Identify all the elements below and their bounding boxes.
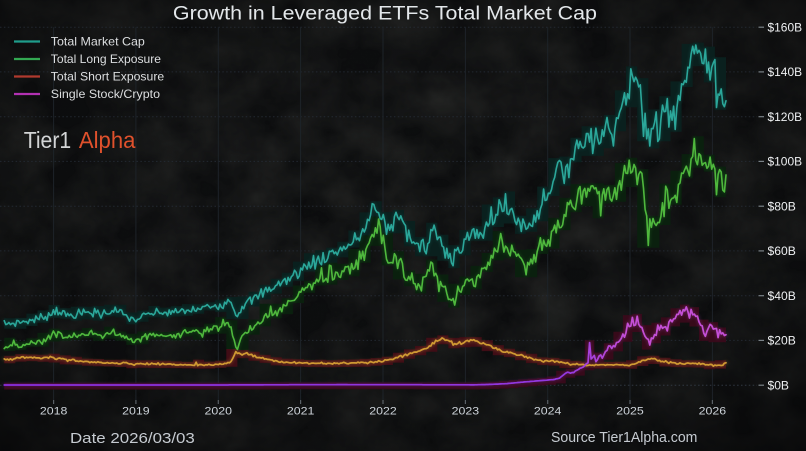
svg-text:$0B: $0B: [768, 380, 790, 392]
svg-text:2022: 2022: [369, 406, 397, 418]
svg-text:$120B: $120B: [768, 112, 803, 124]
svg-text:$100B: $100B: [768, 157, 803, 169]
svg-text:$160B: $160B: [768, 22, 803, 34]
svg-text:Total Long Exposure: Total Long Exposure: [51, 52, 162, 66]
svg-text:Tier1: Tier1: [24, 127, 71, 153]
svg-text:Total Short Exposure: Total Short Exposure: [51, 70, 165, 84]
svg-text:2018: 2018: [40, 406, 68, 418]
svg-text:$140B: $140B: [768, 67, 803, 79]
svg-text:2020: 2020: [205, 406, 233, 418]
svg-text:2023: 2023: [452, 406, 480, 418]
svg-text:Date 2026/03/03: Date 2026/03/03: [70, 431, 195, 447]
svg-text:2026: 2026: [699, 406, 727, 418]
svg-text:Single Stock/Crypto: Single Stock/Crypto: [51, 87, 161, 101]
svg-text:2019: 2019: [122, 406, 150, 418]
svg-text:Source Tier1Alpha.com: Source Tier1Alpha.com: [551, 430, 697, 446]
svg-text:Total Market Cap: Total Market Cap: [51, 35, 145, 49]
svg-text:Growth in Leveraged ETFs Total: Growth in Leveraged ETFs Total Market Ca…: [173, 4, 597, 25]
svg-text:$40B: $40B: [768, 291, 797, 303]
svg-text:2025: 2025: [616, 406, 644, 418]
svg-text:Alpha: Alpha: [79, 127, 136, 153]
svg-text:2024: 2024: [534, 406, 562, 418]
svg-text:$20B: $20B: [768, 336, 797, 348]
svg-text:2021: 2021: [287, 406, 315, 418]
svg-text:$80B: $80B: [768, 201, 797, 213]
svg-text:$60B: $60B: [768, 246, 797, 258]
